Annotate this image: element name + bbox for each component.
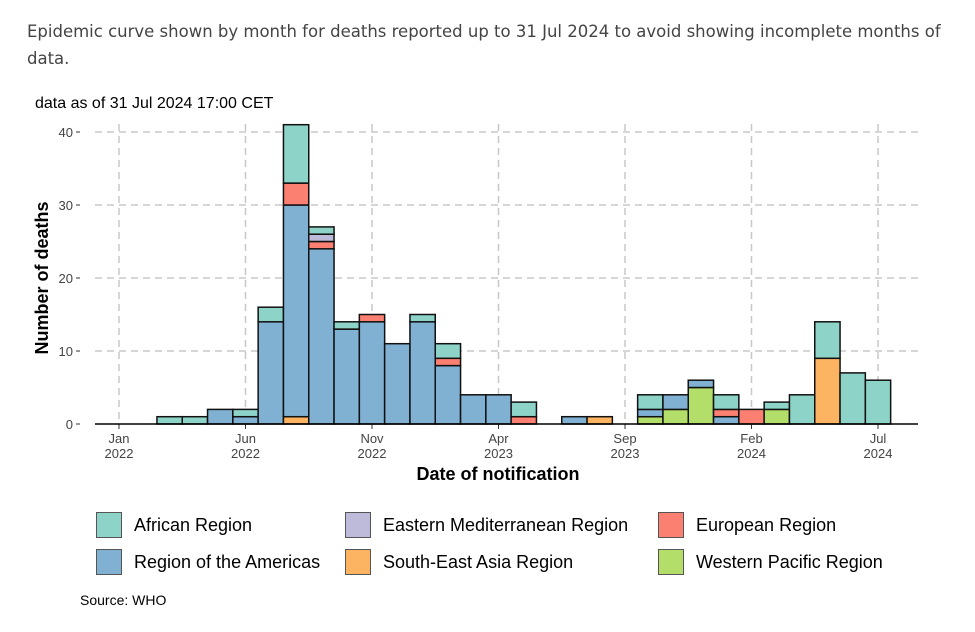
bar-segment-region-of-the-americas <box>485 394 512 425</box>
bar-segment-region-of-the-americas <box>434 364 462 425</box>
x-tick-label-month: Sep <box>613 431 636 446</box>
x-tick-label-month: Jun <box>235 431 256 446</box>
bar-segment-african-region <box>434 342 462 360</box>
x-tick-label-year: 2022 <box>105 446 134 461</box>
legend-swatch <box>345 512 371 538</box>
bar-segment-african-region <box>409 313 437 323</box>
bar-segment-european-region <box>282 182 310 206</box>
bar-segment-region-of-the-americas <box>662 394 690 411</box>
x-tick-label-year: 2022 <box>231 446 260 461</box>
bar-segment-south-east-asia-region <box>814 357 841 425</box>
x-tick-label-month: Feb <box>740 431 762 446</box>
bar-segment-region-of-the-americas <box>232 415 259 425</box>
legend-label: European Region <box>696 514 837 535</box>
legend-label: African Region <box>134 514 253 535</box>
legend-label: South-East Asia Region <box>383 551 574 572</box>
legend-swatch <box>345 549 371 575</box>
bar-segment-african-region <box>814 321 841 360</box>
legend-label: Western Pacific Region <box>696 551 883 572</box>
bar-segment-south-east-asia-region <box>282 415 310 425</box>
legend-item-african: African Region <box>96 512 252 538</box>
bar-segment-african-region <box>181 415 209 425</box>
bar-segment-region-of-the-americas <box>687 379 715 389</box>
bar-segment-african-region <box>839 372 867 425</box>
legend-item-sea: South-East Asia Region <box>345 549 573 575</box>
y-tick-label: 40 <box>59 125 73 140</box>
legend-label: Region of the Americas <box>134 551 321 572</box>
source-note: Source: WHO <box>80 592 167 608</box>
bar-segment-eastern-mediterranean-region <box>308 233 335 243</box>
legend-item-european: European Region <box>658 512 836 538</box>
bar-segment-african-region <box>232 408 259 418</box>
bar-segment-african-region <box>510 401 538 418</box>
bar-segment-western-pacific-region <box>763 408 791 425</box>
bar-segment-african-region <box>864 379 892 425</box>
x-tick-label-year: 2023 <box>611 446 640 461</box>
bar-segment-european-region <box>308 240 335 250</box>
bar-segment-european-region <box>510 415 538 425</box>
bar-segment-western-pacific-region <box>687 386 715 425</box>
x-tick-label-month: Jan <box>109 431 130 446</box>
bar-segment-african-region <box>156 415 183 425</box>
bar-segment-region-of-the-americas <box>636 408 664 418</box>
x-axis-label: Date of notification <box>417 464 580 484</box>
legend-swatch <box>658 512 684 538</box>
y-tick-label: 20 <box>59 271 73 286</box>
bar-segment-african-region <box>308 226 335 235</box>
chart-subtitle: data as of 31 Jul 2024 17:00 CET <box>35 95 274 112</box>
legend-swatch <box>658 549 684 575</box>
legend-swatch <box>96 512 122 538</box>
bar-segment-region-of-the-americas <box>206 408 234 425</box>
bar-segment-region-of-the-americas <box>282 204 310 418</box>
x-tick-label-month: Jul <box>870 431 887 446</box>
legend-item-americas: Region of the Americas <box>96 549 320 575</box>
legend-label: Eastern Mediterranean Region <box>383 514 629 535</box>
intro-text: Epidemic curve shown by month for deaths… <box>27 22 941 68</box>
bar-segment-african-region <box>257 306 285 323</box>
y-tick-label: 0 <box>66 417 73 432</box>
bar-segment-african-region <box>282 123 310 184</box>
bar-segment-region-of-the-americas <box>561 415 588 425</box>
y-axis-label: Number of deaths <box>32 201 52 354</box>
bar-segment-european-region <box>434 357 462 367</box>
x-tick-label-month: Nov <box>360 431 384 446</box>
bar-segment-region-of-the-americas <box>459 394 487 425</box>
bar-segment-region-of-the-americas <box>333 328 361 425</box>
x-tick-label-month: Apr <box>488 431 509 446</box>
bar-segment-european-region <box>358 313 386 323</box>
x-tick-label-year: 2024 <box>864 446 893 461</box>
bar-segment-region-of-the-americas <box>409 321 437 425</box>
legend-item-wp: Western Pacific Region <box>658 549 883 575</box>
x-tick-label-year: 2024 <box>737 446 766 461</box>
bar-segment-african-region <box>333 321 361 330</box>
y-tick-label: 10 <box>59 344 73 359</box>
legend-swatch <box>96 549 122 575</box>
bar-segment-region-of-the-americas <box>712 415 740 425</box>
bar-segment-european-region <box>738 408 765 425</box>
bar-segment-region-of-the-americas <box>358 321 386 425</box>
bar-segment-african-region <box>636 394 664 411</box>
bar-segment-region-of-the-americas <box>257 321 285 425</box>
bar-segment-western-pacific-region <box>636 415 664 425</box>
legend-item-emr: Eastern Mediterranean Region <box>345 512 628 538</box>
bar-segment-western-pacific-region <box>662 408 690 425</box>
bar-segment-european-region <box>712 408 740 418</box>
bar-segment-african-region <box>763 401 791 411</box>
bar-segment-african-region <box>788 394 816 425</box>
bar-segment-african-region <box>712 394 740 411</box>
bar-segment-region-of-the-americas <box>308 248 335 425</box>
bar-segment-south-east-asia-region <box>586 415 614 425</box>
x-tick-label-year: 2023 <box>484 446 513 461</box>
x-tick-label-year: 2022 <box>358 446 387 461</box>
bar-segment-region-of-the-americas <box>383 342 411 425</box>
y-tick-label: 30 <box>59 198 73 213</box>
